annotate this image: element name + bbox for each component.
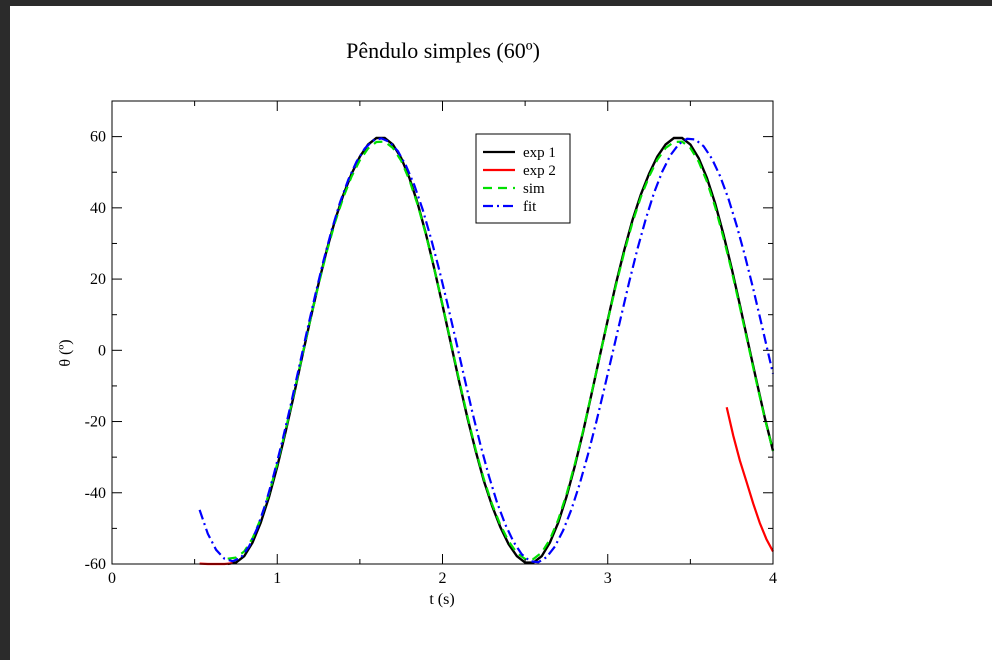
legend-label: sim bbox=[523, 181, 545, 197]
x-tick-label: 0 bbox=[108, 570, 116, 587]
chart-canvas: Pêndulo simples (60º) 0 1 2 3 4 -60 -40 -20 0 20 4… bbox=[10, 6, 992, 660]
chart-svg: Pêndulo simples (60º) 0 1 2 3 4 -60 -40 -20 0 20 4… bbox=[57, 38, 777, 608]
x-tick-label: 2 bbox=[439, 570, 447, 587]
series-line-fit bbox=[198, 137, 775, 564]
y-tick-label: -20 bbox=[85, 414, 106, 431]
series-line-sim bbox=[227, 140, 775, 561]
series-line-exp-2-2 bbox=[725, 407, 774, 553]
legend: exp 1 exp 2 sim fit bbox=[475, 133, 571, 224]
x-tick-label: 4 bbox=[769, 570, 777, 587]
y-axis-label: θ (º) bbox=[57, 339, 74, 366]
legend-label: exp 1 bbox=[523, 145, 556, 161]
legend-label: exp 2 bbox=[523, 163, 556, 179]
x-tick-label: 1 bbox=[273, 570, 281, 587]
plot-frame bbox=[111, 100, 774, 565]
x-tick-label: 3 bbox=[604, 570, 612, 587]
x-axis-label: t (s) bbox=[429, 591, 454, 608]
y-tick-label: 0 bbox=[98, 342, 106, 359]
ticks-layer: 0 1 2 3 4 -60 -40 -20 0 20 40 60 bbox=[85, 100, 777, 587]
legend-label: fit bbox=[523, 199, 537, 215]
y-tick-label: 40 bbox=[90, 200, 106, 217]
y-tick-label: -40 bbox=[85, 485, 106, 502]
chart-title: Pêndulo simples (60º) bbox=[346, 38, 540, 63]
y-tick-label: 20 bbox=[90, 271, 106, 288]
series-line-exp-1 bbox=[227, 136, 775, 566]
y-tick-label: 60 bbox=[90, 129, 106, 146]
y-tick-label: -60 bbox=[85, 556, 106, 573]
legend-box bbox=[475, 133, 571, 224]
